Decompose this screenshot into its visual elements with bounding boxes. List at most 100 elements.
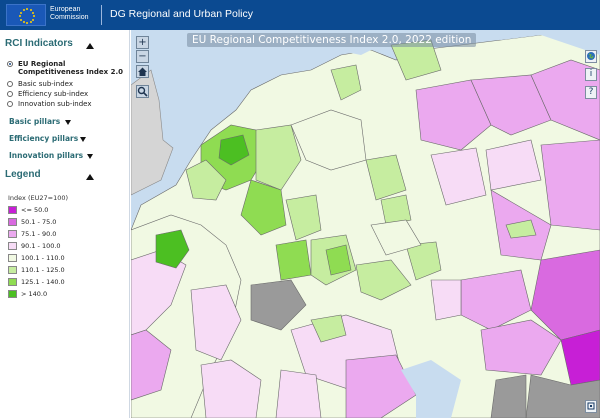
region-germany-south [275, 239, 312, 281]
help-button[interactable]: ? [585, 86, 597, 99]
collapse-up-icon[interactable] [86, 43, 94, 49]
radio-label: Basic sub-index [18, 80, 73, 88]
star-icon [26, 8, 28, 10]
star-icon [22, 21, 25, 24]
region-map[interactable] [131, 30, 600, 418]
adriatic-sea [401, 360, 461, 418]
legend-swatch [8, 266, 17, 274]
zoom-in-button[interactable]: + [136, 36, 149, 49]
star-icon [19, 18, 22, 21]
legend-swatch [8, 230, 17, 238]
radio-innovation-subindex[interactable]: Innovation sub-index [7, 100, 129, 109]
search-button[interactable] [136, 85, 149, 98]
legend-subtitle: Index (EU27=100) [8, 194, 69, 202]
radio-basic-subindex[interactable]: Basic sub-index [7, 80, 129, 89]
radio-icon[interactable] [7, 101, 13, 107]
star-icon [19, 15, 21, 17]
legend-swatch [8, 242, 17, 250]
fullscreen-button[interactable] [585, 400, 597, 413]
globe-icon [587, 52, 595, 60]
legend-swatch [8, 278, 17, 286]
star-icon [29, 8, 32, 11]
star-icon [32, 18, 35, 21]
radio-icon[interactable] [7, 81, 13, 87]
efficiency-pillars-toggle[interactable]: Efficiency pillars [9, 134, 79, 143]
region-croatia [480, 319, 562, 376]
legend-label: 110.1 - 125.0 [21, 266, 65, 274]
info-button[interactable]: i [585, 68, 597, 81]
home-button[interactable] [136, 65, 149, 78]
legend-label: 100.1 - 110.0 [21, 254, 65, 262]
radio-rci-index[interactable]: EU Regional Competitiveness Index 2.0 [7, 60, 129, 78]
logo-line-2: Commission [50, 14, 89, 21]
basic-pillars-toggle[interactable]: Basic pillars [9, 117, 61, 126]
star-icon [22, 8, 25, 11]
legend-label: 125.1 - 140.0 [21, 278, 65, 286]
region-pink [190, 284, 242, 361]
region-germany [240, 179, 287, 236]
logo-separator [101, 5, 102, 25]
zoom-out-button[interactable]: − [136, 50, 149, 63]
region-pink [131, 329, 172, 401]
logo-text: European Commission [50, 6, 89, 22]
legend-swatch [8, 254, 17, 262]
sidebar: RCI Indicators EU Regional Competitivene… [0, 30, 130, 418]
collapse-up-icon[interactable] [86, 174, 94, 180]
radio-label: EU Regional Competitiveness Index 2.0 [18, 60, 123, 76]
star-icon [33, 15, 35, 17]
region-poland [430, 147, 487, 206]
legend-label: 50.1 - 75.0 [21, 218, 57, 226]
legend-item: 75.1 - 90.0 [8, 230, 118, 240]
fullscreen-icon [587, 402, 595, 410]
non-eu-region [490, 374, 527, 418]
region-germany-east [365, 154, 407, 201]
radio-icon[interactable] [7, 91, 13, 97]
innovation-pillars-toggle[interactable]: Innovation pillars [9, 151, 84, 160]
legend-item: > 140.0 [8, 290, 118, 300]
radio-label: Innovation sub-index [18, 100, 92, 108]
logo-line-1: European [50, 6, 81, 13]
radio-selected-icon[interactable] [7, 61, 13, 67]
legend-title: Legend [5, 169, 41, 180]
region-poland [470, 74, 552, 136]
legend-item: <= 50.0 [8, 206, 118, 216]
chevron-down-icon[interactable] [80, 137, 86, 142]
star-icon [26, 22, 28, 24]
legend-item: 90.1 - 100.0 [8, 242, 118, 252]
eu-flag-logo[interactable] [6, 4, 46, 26]
legend-label: 90.1 - 100.0 [21, 242, 61, 250]
non-eu-balkans [525, 374, 600, 418]
region-germany [255, 124, 302, 191]
region-liguria [275, 369, 322, 418]
region-czechia [370, 219, 422, 256]
region-romania-south [560, 329, 600, 386]
radio-efficiency-subindex[interactable]: Efficiency sub-index [7, 90, 129, 99]
star-icon [32, 11, 35, 14]
question-icon: ? [588, 87, 594, 97]
region-munich [325, 244, 352, 276]
region-hamburg [330, 64, 362, 101]
star-icon [29, 21, 32, 24]
region-poland [415, 79, 492, 151]
region-pink [200, 359, 262, 418]
legend-label: > 140.0 [21, 290, 48, 298]
header-title: DG Regional and Urban Policy [110, 8, 253, 20]
region-warsaw [505, 219, 537, 239]
map-view[interactable]: EU Regional Competitiveness Index 2.0, 2… [131, 30, 600, 418]
legend-swatch [8, 206, 17, 214]
chevron-down-icon[interactable] [87, 154, 93, 159]
map-title: EU Regional Competitiveness Index 2.0, 2… [187, 33, 477, 47]
chevron-down-icon[interactable] [65, 120, 71, 125]
home-icon [138, 67, 147, 76]
legend-swatch [8, 290, 17, 298]
info-icon: i [589, 69, 593, 79]
rci-indicators-title: RCI Indicators [5, 38, 73, 49]
region-belgium [185, 159, 227, 201]
region-benelux [218, 134, 250, 166]
region-poland-east [540, 139, 600, 231]
region-milan [310, 314, 347, 343]
region-italy [345, 354, 417, 418]
legend-item: 100.1 - 110.0 [8, 254, 118, 264]
globe-button[interactable] [585, 50, 597, 63]
baltic-sea [461, 30, 600, 55]
